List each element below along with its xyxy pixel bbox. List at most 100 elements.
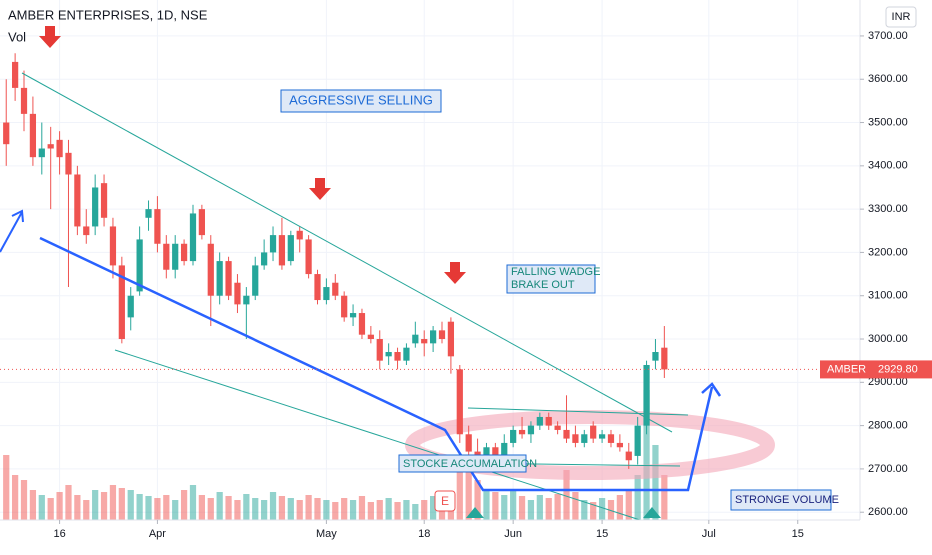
volume-bar [20,480,28,520]
candle-body [527,425,535,435]
volume-bar [83,500,90,520]
volume-bar [358,496,366,520]
volume-bar [269,492,277,520]
x-tick-label: Jul [702,528,716,540]
volume-bar [616,495,623,520]
annotation-box [280,89,442,113]
candle-body [74,174,81,227]
volume-bar [474,480,481,520]
candle-body [29,113,37,158]
candle-body [323,287,330,301]
volume-bar [118,488,125,520]
volume-bar [74,495,81,520]
annotation-box [730,489,832,511]
volume-bar [332,502,339,520]
volume-bar [349,500,357,520]
candle-body [349,313,357,318]
y-tick-label: 3500.00 [868,116,908,128]
volume-label: Vol [8,29,26,44]
x-tick-label: 15 [596,528,608,540]
y-tick-label: 3100.00 [868,290,908,302]
grid [0,0,860,520]
volume-bar [412,504,419,520]
volume-bar [385,498,392,520]
candle-body [198,209,205,236]
x-tick-label: Apr [149,528,166,540]
annotation: STOCKE ACCUMALATION [403,458,537,470]
candle-body [661,347,668,370]
candle-body [572,434,579,443]
volume-bar [465,460,472,520]
volume-bar [492,492,499,520]
candle-body [83,226,90,236]
candle-body [501,442,508,461]
volume-bar [243,494,250,520]
candle-body [510,429,517,443]
candle-body [545,416,552,426]
volume-bar [136,494,143,520]
earnings-label: E [441,494,449,508]
candle-body [38,148,45,158]
volume-bar [430,496,437,520]
candle-body [643,364,650,426]
volume-bar [367,502,374,520]
y-tick-label: 3600.00 [868,73,908,85]
volume-bar [100,492,108,520]
volume-bar [207,498,214,520]
candle-body [598,434,606,439]
volume-bar [341,498,348,520]
candle-body [118,265,125,340]
candle-body [109,226,117,266]
candle-body [65,152,72,175]
currency-badge[interactable] [885,6,917,28]
candle-body [590,425,597,439]
candle-body [634,425,641,456]
candle-body [189,213,197,262]
candle-body [47,144,54,149]
candle-body [127,295,134,318]
volume-bar [501,495,508,520]
y-tick-label: 2600.00 [868,506,908,518]
y-tick-label: 3300.00 [868,203,908,215]
candle-body [412,334,419,344]
candle-body [216,261,223,296]
x-tick-label: 15 [792,528,804,540]
axes: 2600.00 2700.00 2800.00 2900.00 3000.00 3100.… [0,30,932,540]
x-tick-label: 16 [53,528,65,540]
y-tick-label: 3200.00 [868,246,908,258]
candle-body [367,334,374,340]
signal [643,507,661,518]
candle-body [483,447,490,461]
candle-body [296,230,303,240]
candles [3,53,668,469]
candle-body [207,243,214,296]
candle-body [625,451,632,461]
volume-bar [323,500,330,520]
candle-body [20,87,28,114]
candle-body [136,239,143,292]
candle-body [252,265,259,296]
blue-arrow [0,211,23,253]
candle-body [616,442,623,448]
volume-bar [554,494,561,520]
volume-bar [216,492,223,520]
volume-bar [305,495,312,520]
candle-body [394,352,401,361]
volume-bar [296,500,303,520]
volume-bar [261,500,268,520]
volume-bar [234,500,241,520]
candle-body [563,429,570,439]
candle-body [172,243,179,270]
candle-body [385,352,392,357]
last-price-label: 2929.80 [878,363,918,375]
candle-body [287,235,294,262]
candle-body [438,330,446,340]
down-arrow [309,178,331,200]
candle-body [163,243,170,270]
volume-bar [92,490,99,520]
volume-bar [172,500,179,520]
last-price-box [820,360,932,379]
y-tick-label: 2800.00 [868,420,908,432]
earnings-badge [434,490,456,512]
volume-bar [252,498,259,520]
